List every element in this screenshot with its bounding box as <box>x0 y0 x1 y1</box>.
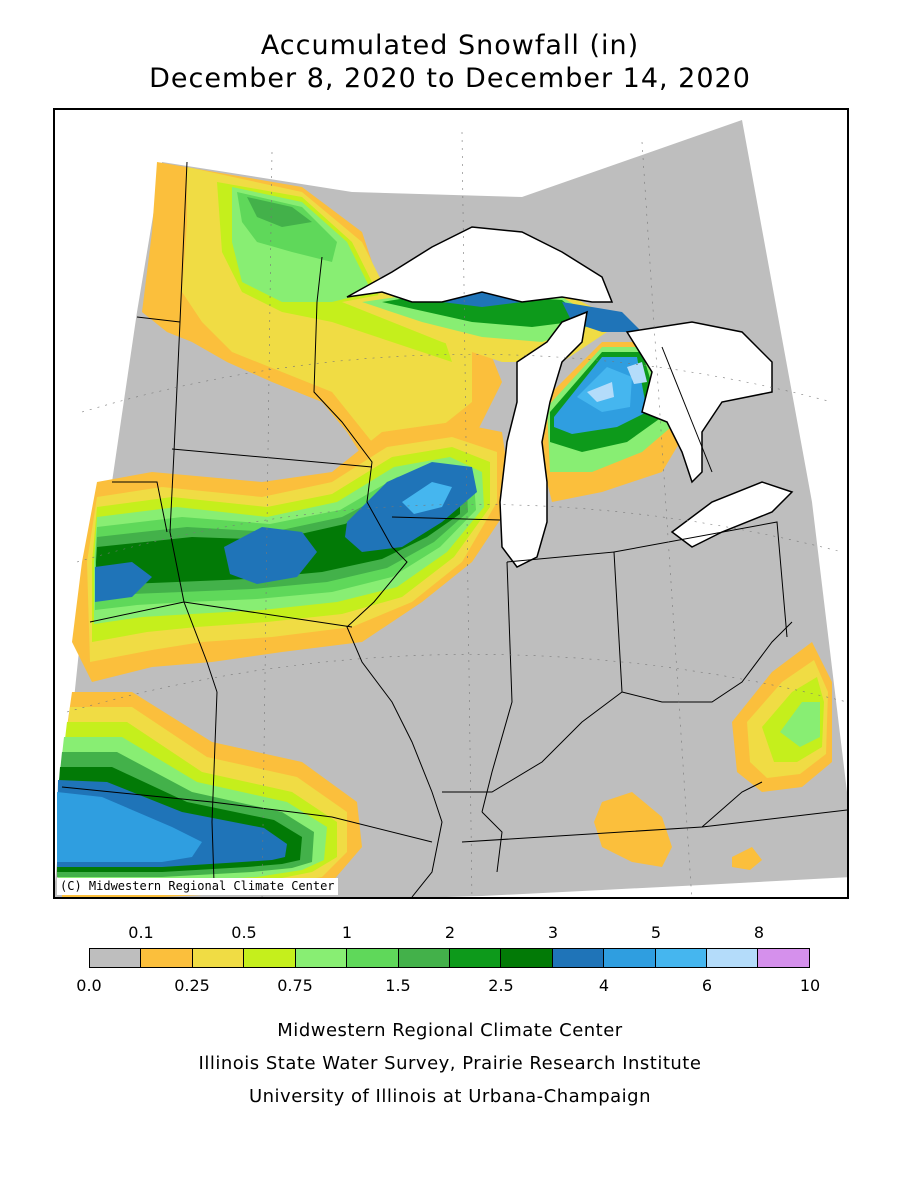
legend-swatch <box>552 949 605 967</box>
legend-label-top: 5 <box>650 923 662 942</box>
legend-label-top: 0.1 <box>128 923 154 942</box>
legend-swatch <box>449 949 502 967</box>
legend-label-bottom: 1.5 <box>385 976 411 995</box>
legend-label-bottom: 4 <box>598 976 610 995</box>
lake-huron <box>625 321 773 484</box>
graticule <box>66 131 847 897</box>
legend-swatch <box>655 949 708 967</box>
great-lakes <box>346 226 794 568</box>
legend-swatch <box>758 949 809 967</box>
legend-swatch <box>398 949 450 967</box>
legend-label-bottom: 6 <box>701 976 713 995</box>
legend-color-bar <box>89 948 810 968</box>
legend-swatch <box>604 949 656 967</box>
snowfall-map: (C) Midwestern Regional Climate Center <box>53 108 849 899</box>
credit-line-2: Illinois State Water Survey, Prairie Res… <box>198 1053 702 1074</box>
lake-michigan <box>499 310 588 568</box>
legend-label-top: 8 <box>753 923 765 942</box>
legend-label-top: 3 <box>547 923 559 942</box>
credit-line-1: Midwestern Regional Climate Center <box>277 1020 623 1041</box>
lake-superior <box>346 226 614 303</box>
legend-swatch <box>295 949 348 967</box>
legend-label-top: 1 <box>341 923 353 942</box>
legend-swatch <box>244 949 296 967</box>
legend-label-top: 0.5 <box>231 923 257 942</box>
legend-label-bottom: 2.5 <box>488 976 514 995</box>
legend-swatch <box>501 949 553 967</box>
legend-label-bottom: 0.75 <box>277 976 313 995</box>
map-title: Accumulated Snowfall (in) <box>260 30 640 61</box>
state-borders <box>61 161 847 897</box>
legend-swatch <box>90 949 142 967</box>
legend-swatch <box>192 949 245 967</box>
legend-swatch <box>707 949 759 967</box>
copyright-notice: (C) Midwestern Regional Climate Center <box>57 878 338 895</box>
lake-erie <box>670 481 794 548</box>
legend-label-bottom: 0.0 <box>76 976 102 995</box>
legend-swatch <box>347 949 399 967</box>
legend-swatch <box>141 949 193 967</box>
legend-label-bottom: 10 <box>799 976 821 995</box>
legend-label-bottom: 0.25 <box>174 976 210 995</box>
map-date-range: December 8, 2020 to December 14, 2020 <box>149 63 751 94</box>
map-canvas <box>55 120 847 897</box>
legend-label-top: 2 <box>444 923 456 942</box>
credit-line-3: University of Illinois at Urbana-Champai… <box>248 1086 652 1107</box>
